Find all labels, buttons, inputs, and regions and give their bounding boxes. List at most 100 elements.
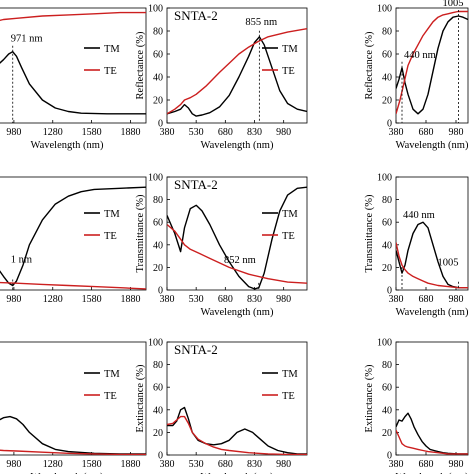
x-tick-label: 1880 bbox=[120, 459, 140, 470]
y-tick-label: 100 bbox=[377, 4, 392, 15]
series-line-te bbox=[396, 10, 468, 114]
legend-label: TM bbox=[104, 209, 120, 220]
axes-frame bbox=[0, 341, 147, 456]
axes-frame bbox=[166, 176, 308, 291]
x-tick-label: 530 bbox=[189, 459, 204, 470]
x-axis-label: Wavelength (nm) bbox=[31, 140, 104, 151]
x-axis-label: Wavelength (nm) bbox=[201, 140, 274, 151]
panel-title: SNTA-2 bbox=[174, 8, 218, 23]
axes-frame bbox=[166, 7, 308, 124]
series-line-tm bbox=[167, 36, 307, 117]
y-axis-label: Extinctance (%) bbox=[135, 364, 146, 432]
x-tick-label: 680 bbox=[419, 294, 434, 305]
y-tick-label: 0 bbox=[387, 119, 392, 130]
series-line-te bbox=[167, 415, 307, 455]
x-tick-label: 1580 bbox=[82, 294, 102, 305]
peak-annotation: 1005 bbox=[443, 0, 464, 9]
right-reflectance-panel: 0 20 40 60 80 100 380 680 980 Wavelength (nm) Refl… bbox=[364, 0, 469, 151]
axes-frame bbox=[395, 176, 469, 291]
x-axis-label: Wavelength (nm) bbox=[31, 472, 104, 474]
axes-frame bbox=[0, 7, 147, 124]
peak-annotation: 1005 bbox=[438, 258, 459, 269]
y-tick-label: 40 bbox=[382, 405, 392, 416]
series-line-te bbox=[0, 11, 146, 22]
x-axis-label: Wavelength (nm) bbox=[201, 307, 274, 318]
x-tick-label: 380 bbox=[389, 459, 404, 470]
right-extinctance-panel: 0 20 40 60 80 100 380 680 980 Wavelength (nm) Exti… bbox=[364, 338, 469, 474]
series-line-tm bbox=[167, 406, 307, 455]
peak-annotation: 855 nm bbox=[245, 17, 277, 28]
y-tick-label: 20 bbox=[153, 96, 163, 107]
y-tick-label: 80 bbox=[382, 27, 392, 38]
y-tick-label: 60 bbox=[153, 383, 163, 394]
peak-annotation: 440 nm bbox=[403, 210, 435, 221]
legend-label: TM bbox=[104, 369, 120, 380]
y-tick-label: 20 bbox=[153, 263, 163, 274]
y-tick-label: 40 bbox=[382, 240, 392, 251]
series-line-tm bbox=[396, 221, 468, 289]
panel-title: SNTA-2 bbox=[174, 177, 218, 192]
legend-label: TM bbox=[104, 44, 120, 55]
legend-label: TE bbox=[104, 391, 117, 402]
legend-label: TE bbox=[282, 231, 295, 242]
series-line-te bbox=[0, 449, 146, 455]
y-tick-label: 80 bbox=[153, 27, 163, 38]
x-tick-label: 980 bbox=[276, 459, 291, 470]
x-tick-label: 980 bbox=[449, 459, 464, 470]
legend-label: TE bbox=[282, 391, 295, 402]
y-tick-label: 60 bbox=[382, 218, 392, 229]
right-transmittance-panel: 0 20 40 60 80 100 380 680 980 Wavelength (nm) Tran… bbox=[364, 173, 469, 319]
x-tick-label: 830 bbox=[247, 127, 262, 138]
series-line-tm bbox=[396, 412, 468, 455]
series-line-tm bbox=[0, 51, 146, 115]
x-tick-label: 830 bbox=[247, 459, 262, 470]
y-tick-label: 20 bbox=[382, 428, 392, 439]
series-line-te bbox=[0, 281, 146, 290]
left-extinctance-panel: 980 1280 1580 1880 Wavelength (nm) TM TE bbox=[0, 341, 147, 474]
y-tick-label: 40 bbox=[153, 405, 163, 416]
y-tick-label: 0 bbox=[158, 451, 163, 462]
x-tick-label: 1280 bbox=[43, 459, 63, 470]
x-tick-label: 530 bbox=[189, 127, 204, 138]
y-tick-label: 0 bbox=[387, 286, 392, 297]
x-tick-label: 980 bbox=[449, 127, 464, 138]
peak-annotation: 971 nm bbox=[11, 34, 43, 45]
y-tick-label: 0 bbox=[158, 286, 163, 297]
peak-annotation: 440 nm bbox=[404, 50, 436, 61]
peak-annotation: 1 nm bbox=[11, 254, 32, 265]
x-tick-label: 380 bbox=[389, 294, 404, 305]
legend-label: TM bbox=[282, 44, 298, 55]
y-axis-label: Extinctance (%) bbox=[364, 364, 375, 432]
y-tick-label: 100 bbox=[148, 338, 163, 349]
y-tick-label: 0 bbox=[387, 451, 392, 462]
y-tick-label: 60 bbox=[382, 50, 392, 61]
x-tick-label: 980 bbox=[449, 294, 464, 305]
x-tick-label: 680 bbox=[218, 459, 233, 470]
x-tick-label: 980 bbox=[276, 127, 291, 138]
y-tick-label: 20 bbox=[382, 263, 392, 274]
y-tick-label: 80 bbox=[153, 195, 163, 206]
x-tick-label: 680 bbox=[419, 127, 434, 138]
y-tick-label: 60 bbox=[382, 383, 392, 394]
y-tick-label: 100 bbox=[148, 173, 163, 184]
y-tick-label: 80 bbox=[382, 195, 392, 206]
y-tick-label: 100 bbox=[148, 4, 163, 15]
x-tick-label: 530 bbox=[189, 294, 204, 305]
peak-annotation: 852 nm bbox=[224, 255, 256, 266]
legend-label: TE bbox=[104, 66, 117, 77]
x-tick-label: 380 bbox=[389, 127, 404, 138]
x-tick-label: 980 bbox=[276, 294, 291, 305]
panel-title: SNTA-2 bbox=[174, 342, 218, 357]
legend-label: TM bbox=[282, 369, 298, 380]
y-axis-label: Transmittance (%) bbox=[135, 194, 146, 273]
x-tick-label: 980 bbox=[6, 127, 21, 138]
legend-label: TE bbox=[104, 231, 117, 242]
series-line-te bbox=[396, 242, 468, 289]
x-tick-label: 980 bbox=[6, 459, 21, 470]
series-line-tm bbox=[0, 415, 146, 455]
x-tick-label: 980 bbox=[6, 294, 21, 305]
axes-frame bbox=[0, 176, 147, 291]
y-axis-label: Reflectance (%) bbox=[364, 31, 375, 99]
